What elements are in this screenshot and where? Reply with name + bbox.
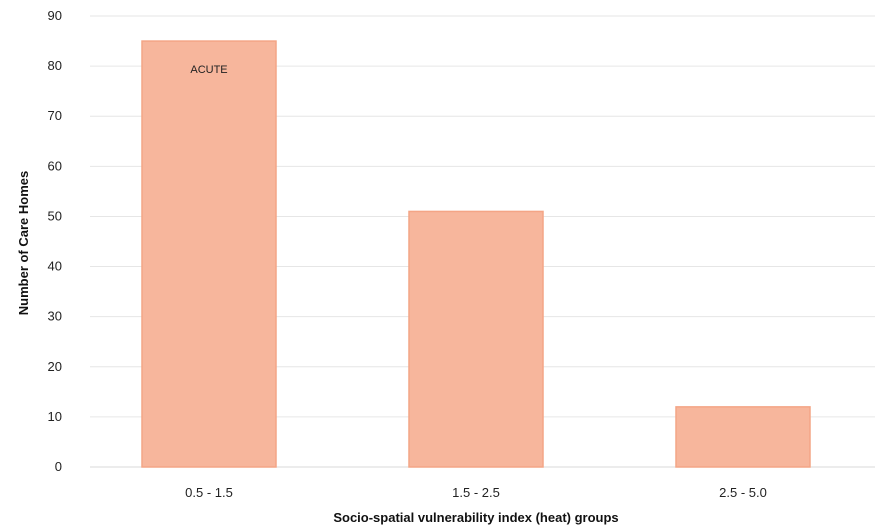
- y-tick-label: 50: [48, 208, 62, 223]
- x-axis-title: Socio-spatial vulnerability index (heat)…: [333, 510, 618, 525]
- y-tick-label: 60: [48, 158, 62, 173]
- y-tick-label: 10: [48, 409, 62, 424]
- bar: [675, 406, 811, 468]
- y-tick-label: 20: [48, 359, 62, 374]
- y-axis-ticks: 0 10 20 30 40 50 60 70 80 90: [48, 8, 62, 474]
- y-tick-label: 40: [48, 259, 62, 274]
- y-tick-label: 80: [48, 58, 62, 73]
- x-tick-label: 1.5 - 2.5: [452, 485, 500, 500]
- x-tick-label: 0.5 - 1.5: [185, 485, 233, 500]
- x-tick-label: 2.5 - 5.0: [719, 485, 767, 500]
- y-tick-label: 70: [48, 108, 62, 123]
- y-tick-label: 0: [55, 459, 62, 474]
- x-axis-ticks: 0.5 - 1.5 1.5 - 2.5 2.5 - 5.0: [185, 485, 767, 500]
- bars: ACUTE: [141, 40, 811, 468]
- bar-label: ACUTE: [190, 64, 227, 76]
- y-tick-label: 90: [48, 8, 62, 23]
- bar: [408, 210, 544, 468]
- y-tick-label: 30: [48, 309, 62, 324]
- bar: [141, 40, 277, 468]
- y-axis-title: Number of Care Homes: [16, 171, 31, 315]
